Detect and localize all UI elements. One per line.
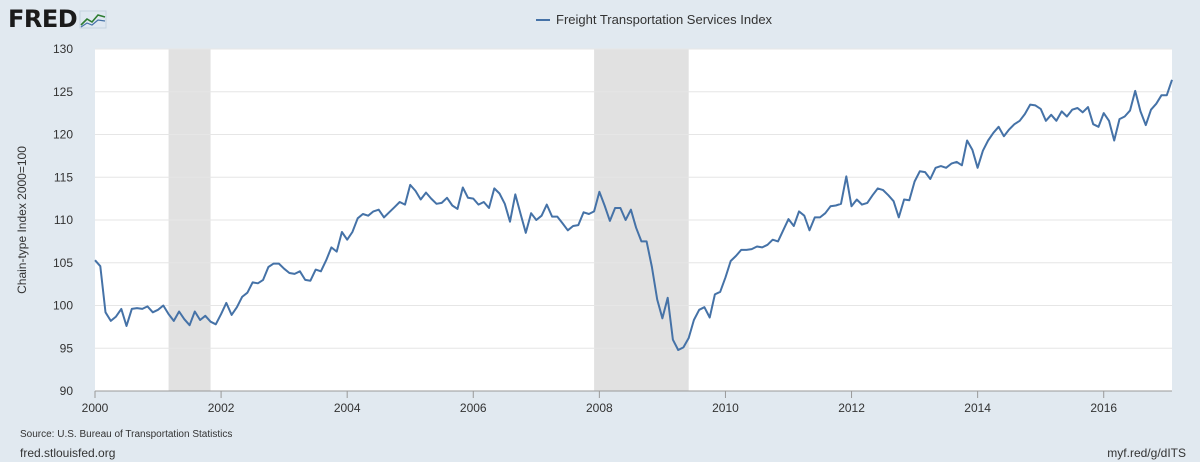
y-tick-label-130: 130 (53, 42, 73, 56)
y-tick-label-110: 110 (54, 213, 73, 227)
y-tick-label-115: 115 (54, 170, 73, 184)
source-note: Source: U.S. Bureau of Transportation St… (20, 429, 233, 440)
fred-logo-text: FRED (8, 5, 78, 33)
x-tick-label-2002: 2002 (208, 401, 235, 415)
x-tick-label-2012: 2012 (838, 401, 865, 415)
x-tick-label-2004: 2004 (334, 401, 361, 415)
site-link[interactable]: fred.stlouisfed.org (20, 446, 116, 460)
y-tick-label-125: 125 (53, 85, 73, 99)
x-tick-label-2016: 2016 (1090, 401, 1117, 415)
x-tick-label-2000: 2000 (82, 401, 109, 415)
y-axis-label: Chain-type Index 2000=100 (15, 146, 29, 294)
chart-line-icon (79, 10, 107, 29)
y-tick-label-100: 100 (53, 299, 73, 313)
y-tick-label-105: 105 (53, 256, 73, 270)
x-tick-label-2010: 2010 (712, 401, 739, 415)
chart-legend: Freight Transportation Services Index (536, 12, 772, 27)
grid-lines (95, 48, 1172, 392)
y-tick-label-120: 120 (53, 128, 73, 142)
legend-swatch (536, 18, 550, 21)
x-tick-label-2014: 2014 (964, 401, 991, 415)
y-axis-ticks: 90 95 100 105 110 115 120 125 130 (53, 42, 73, 398)
short-url-link[interactable]: myf.red/g/dITS (1107, 446, 1186, 460)
fred-logo[interactable]: FRED (8, 4, 107, 34)
x-tick-label-2006: 2006 (460, 401, 487, 415)
y-tick-label-95: 95 (60, 341, 74, 355)
legend-label: Freight Transportation Services Index (556, 12, 773, 27)
series-line-freight-index (94, 79, 1173, 351)
x-axis-ticks: 2000 2002 2004 2006 2008 2010 2012 2014 2016 (82, 390, 1172, 415)
y-tick-label-90: 90 (60, 384, 74, 398)
x-tick-label-2008: 2008 (586, 401, 613, 415)
